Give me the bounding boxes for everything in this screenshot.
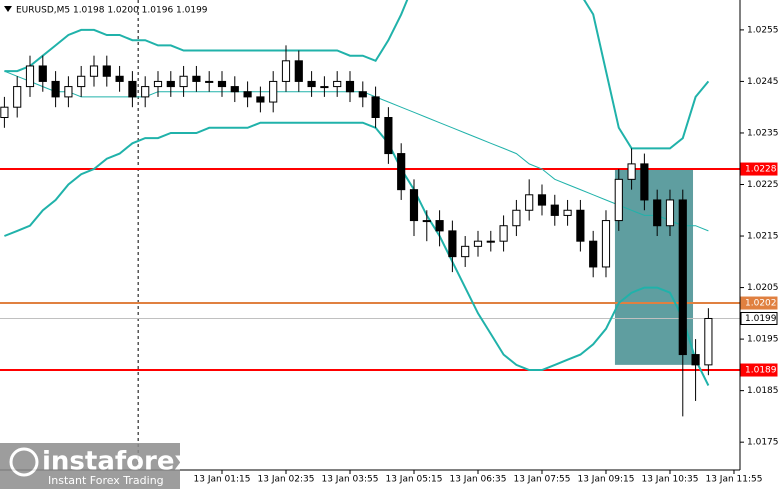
candle-body — [0, 106, 9, 119]
band-line — [4, 70, 709, 232]
candle-body — [269, 80, 278, 103]
candle-body — [77, 75, 86, 88]
candle-body — [217, 80, 227, 88]
candle-body — [422, 220, 431, 223]
candle-body — [153, 80, 163, 88]
candle-body — [256, 96, 265, 103]
candle-body — [461, 245, 470, 258]
candle-body — [448, 230, 457, 258]
x-tick-label: 13 Jan 09:15 — [577, 475, 634, 485]
band-line — [4, 121, 710, 386]
y-tick-label: 1.0185 — [747, 386, 779, 396]
x-tick-label: 13 Jan 11:55 — [705, 475, 762, 485]
y-tick-label: 1.0255 — [747, 25, 779, 35]
candle-body — [205, 80, 214, 83]
plot-area — [0, 0, 740, 470]
x-tick-label: 13 Jan 03:55 — [321, 475, 378, 485]
title-icon — [4, 6, 12, 12]
x-tick-label: 13 Jan 05:15 — [385, 475, 442, 485]
candle-body — [358, 91, 367, 98]
candle-body — [294, 60, 303, 82]
candle-body — [230, 86, 239, 93]
y-tick-label: 1.0245 — [747, 77, 779, 87]
level-label-box — [740, 162, 778, 176]
y-tick-label: 1.0225 — [747, 180, 779, 190]
candle-body — [614, 178, 623, 222]
y-tick-label: 1.0205 — [747, 283, 779, 293]
watermark-brand: instaforex — [42, 447, 192, 477]
candle-body — [166, 80, 175, 88]
level-label: 1.0199 — [745, 314, 777, 324]
candle-body — [627, 163, 636, 180]
candle-body — [25, 65, 35, 88]
candle-body — [89, 65, 99, 77]
axes: 1.0175 1.0185 1.0195 1.0205 1.0215 1.0225 1.02… — [194, 25, 779, 484]
candle-body — [333, 80, 342, 88]
candle-body — [128, 80, 137, 98]
candle-body — [678, 199, 687, 356]
level-label-box — [740, 311, 778, 325]
candle-body — [704, 317, 713, 366]
candle-body — [550, 204, 559, 216]
y-tick-label: 1.0235 — [747, 128, 779, 138]
candle-body — [102, 65, 111, 77]
y-tick-label: 1.0175 — [747, 438, 779, 448]
candle-body — [473, 240, 483, 247]
candle-body — [141, 86, 150, 98]
watermark-logo — [9, 447, 39, 477]
x-tick-label: 13 Jan 10:35 — [641, 475, 698, 485]
y-tick-label: 1.0195 — [747, 335, 779, 345]
candle-body — [345, 80, 355, 93]
y-tick-label: 1.0215 — [747, 232, 779, 242]
candle-body — [13, 86, 22, 108]
candle-body — [179, 75, 188, 88]
candle-body — [576, 209, 585, 242]
candle-body — [307, 80, 316, 88]
x-tick-label: 13 Jan 06:35 — [449, 475, 506, 485]
candle-body — [281, 60, 291, 82]
candle-body — [665, 199, 675, 227]
candle-body — [371, 96, 380, 118]
x-tick-label: 13 Jan 07:55 — [513, 475, 570, 485]
candle-body — [409, 189, 419, 222]
candle-body — [51, 80, 60, 98]
band-line — [4, 0, 710, 150]
candle-body — [486, 240, 495, 243]
candle-body — [537, 194, 547, 206]
candle-body — [320, 86, 329, 89]
level-label: 1.0189 — [745, 366, 777, 376]
level-label: 1.0202 — [745, 299, 777, 309]
chart-title: EURUSD,M5 1.0198 1.0200 1.0196 1.0199 — [16, 6, 208, 16]
level-label-box — [740, 296, 778, 310]
candle-body — [563, 209, 572, 216]
candle-body — [64, 86, 73, 98]
candle-body — [38, 65, 47, 82]
candle-body — [525, 194, 534, 211]
candle-body — [397, 153, 406, 191]
watermark: instaforex Instant Forex Trading — [0, 443, 192, 489]
candle-body — [435, 220, 444, 232]
candle-body — [691, 354, 700, 366]
watermark-tagline: Instant Forex Trading — [48, 474, 164, 487]
candle-body — [115, 75, 124, 82]
candle-body — [640, 163, 649, 201]
x-tick-label: 13 Jan 01:15 — [194, 475, 251, 485]
level-label: 1.0228 — [745, 165, 777, 175]
candle-body — [243, 91, 252, 98]
candle-body — [512, 209, 521, 227]
level-label-box — [740, 363, 778, 377]
x-tick-label: 13 Jan 02:35 — [258, 475, 315, 485]
candle-body — [589, 240, 598, 268]
candle-body — [384, 117, 393, 155]
candle-body — [653, 199, 662, 227]
candle-body — [192, 75, 201, 82]
candle-body — [601, 220, 611, 268]
candle-body — [499, 225, 508, 242]
